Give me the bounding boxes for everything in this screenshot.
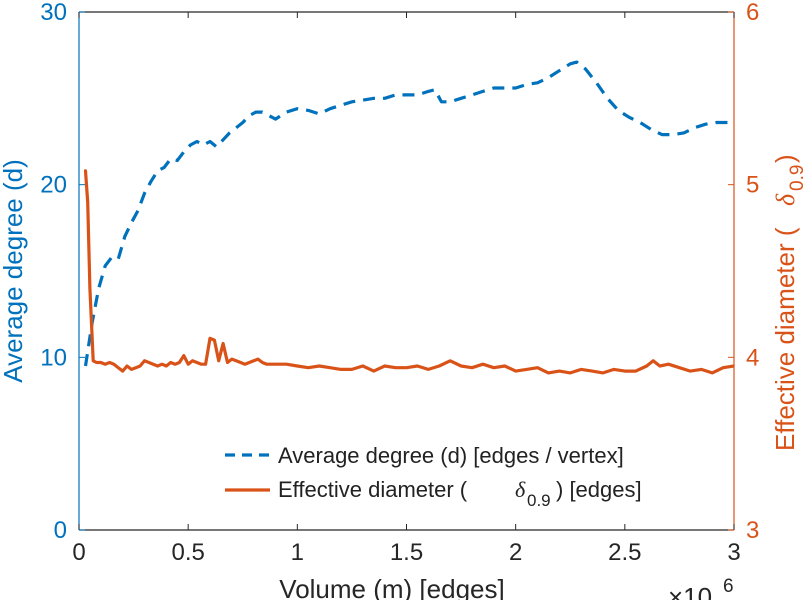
legend: Average degree (d) [edges / vertex] Effe… xyxy=(225,443,642,510)
left-y-axis-label: Average degree (d) xyxy=(0,159,28,383)
series-layer xyxy=(83,60,734,375)
left-y-tick-label: 10 xyxy=(40,344,67,371)
legend-label-effective-diameter: Effective diameter ( δ 0.9 ) [edges] xyxy=(278,477,642,510)
legend-label-ed-suffix: ) [edges] xyxy=(556,477,642,502)
legend-label-average-degree: Average degree (d) [edges / vertex] xyxy=(278,443,624,468)
x-tick-label: 3 xyxy=(727,539,740,566)
left-y-tick-label: 30 xyxy=(40,0,67,26)
average-degree-line xyxy=(83,60,728,367)
right-y-tick-label: 6 xyxy=(746,0,759,26)
right-y-label-suffix: ) xyxy=(770,154,800,163)
right-y-tick-label: 5 xyxy=(746,172,759,199)
right-y-label-prefix: Effective diameter ( xyxy=(770,227,800,451)
x-exponent-power: 6 xyxy=(723,576,734,597)
effective-diameter-line xyxy=(83,169,734,375)
x-exponent-base: ×10 xyxy=(668,582,712,600)
x-tick-label: 1 xyxy=(291,539,304,566)
legend-label-ed-symbol: δ xyxy=(515,477,526,502)
x-tick-label: 0.5 xyxy=(171,539,204,566)
left-y-tick-label: 0 xyxy=(54,517,67,544)
x-tick-label: 2 xyxy=(509,539,522,566)
right-y-label-symbol: δ xyxy=(771,193,800,206)
right-y-tick-label: 4 xyxy=(746,344,759,371)
legend-label-ed-prefix: Effective diameter ( xyxy=(278,477,468,502)
legend-label-ed-subscript: 0.9 xyxy=(527,491,551,510)
x-axis-exponent: ×10 6 xyxy=(668,576,734,600)
right-y-label-subscript: 0.9 xyxy=(787,165,808,191)
x-tick-label: 0 xyxy=(72,539,85,566)
x-axis-label: Volume (m) [edges] xyxy=(279,574,504,600)
right-y-axis-label: Effective diameter ( δ 0.9 ) xyxy=(770,154,808,451)
x-tick-label: 1.5 xyxy=(390,539,423,566)
x-tick-label: 2.5 xyxy=(608,539,641,566)
right-y-tick-label: 3 xyxy=(746,517,759,544)
left-y-tick-label: 20 xyxy=(40,172,67,199)
